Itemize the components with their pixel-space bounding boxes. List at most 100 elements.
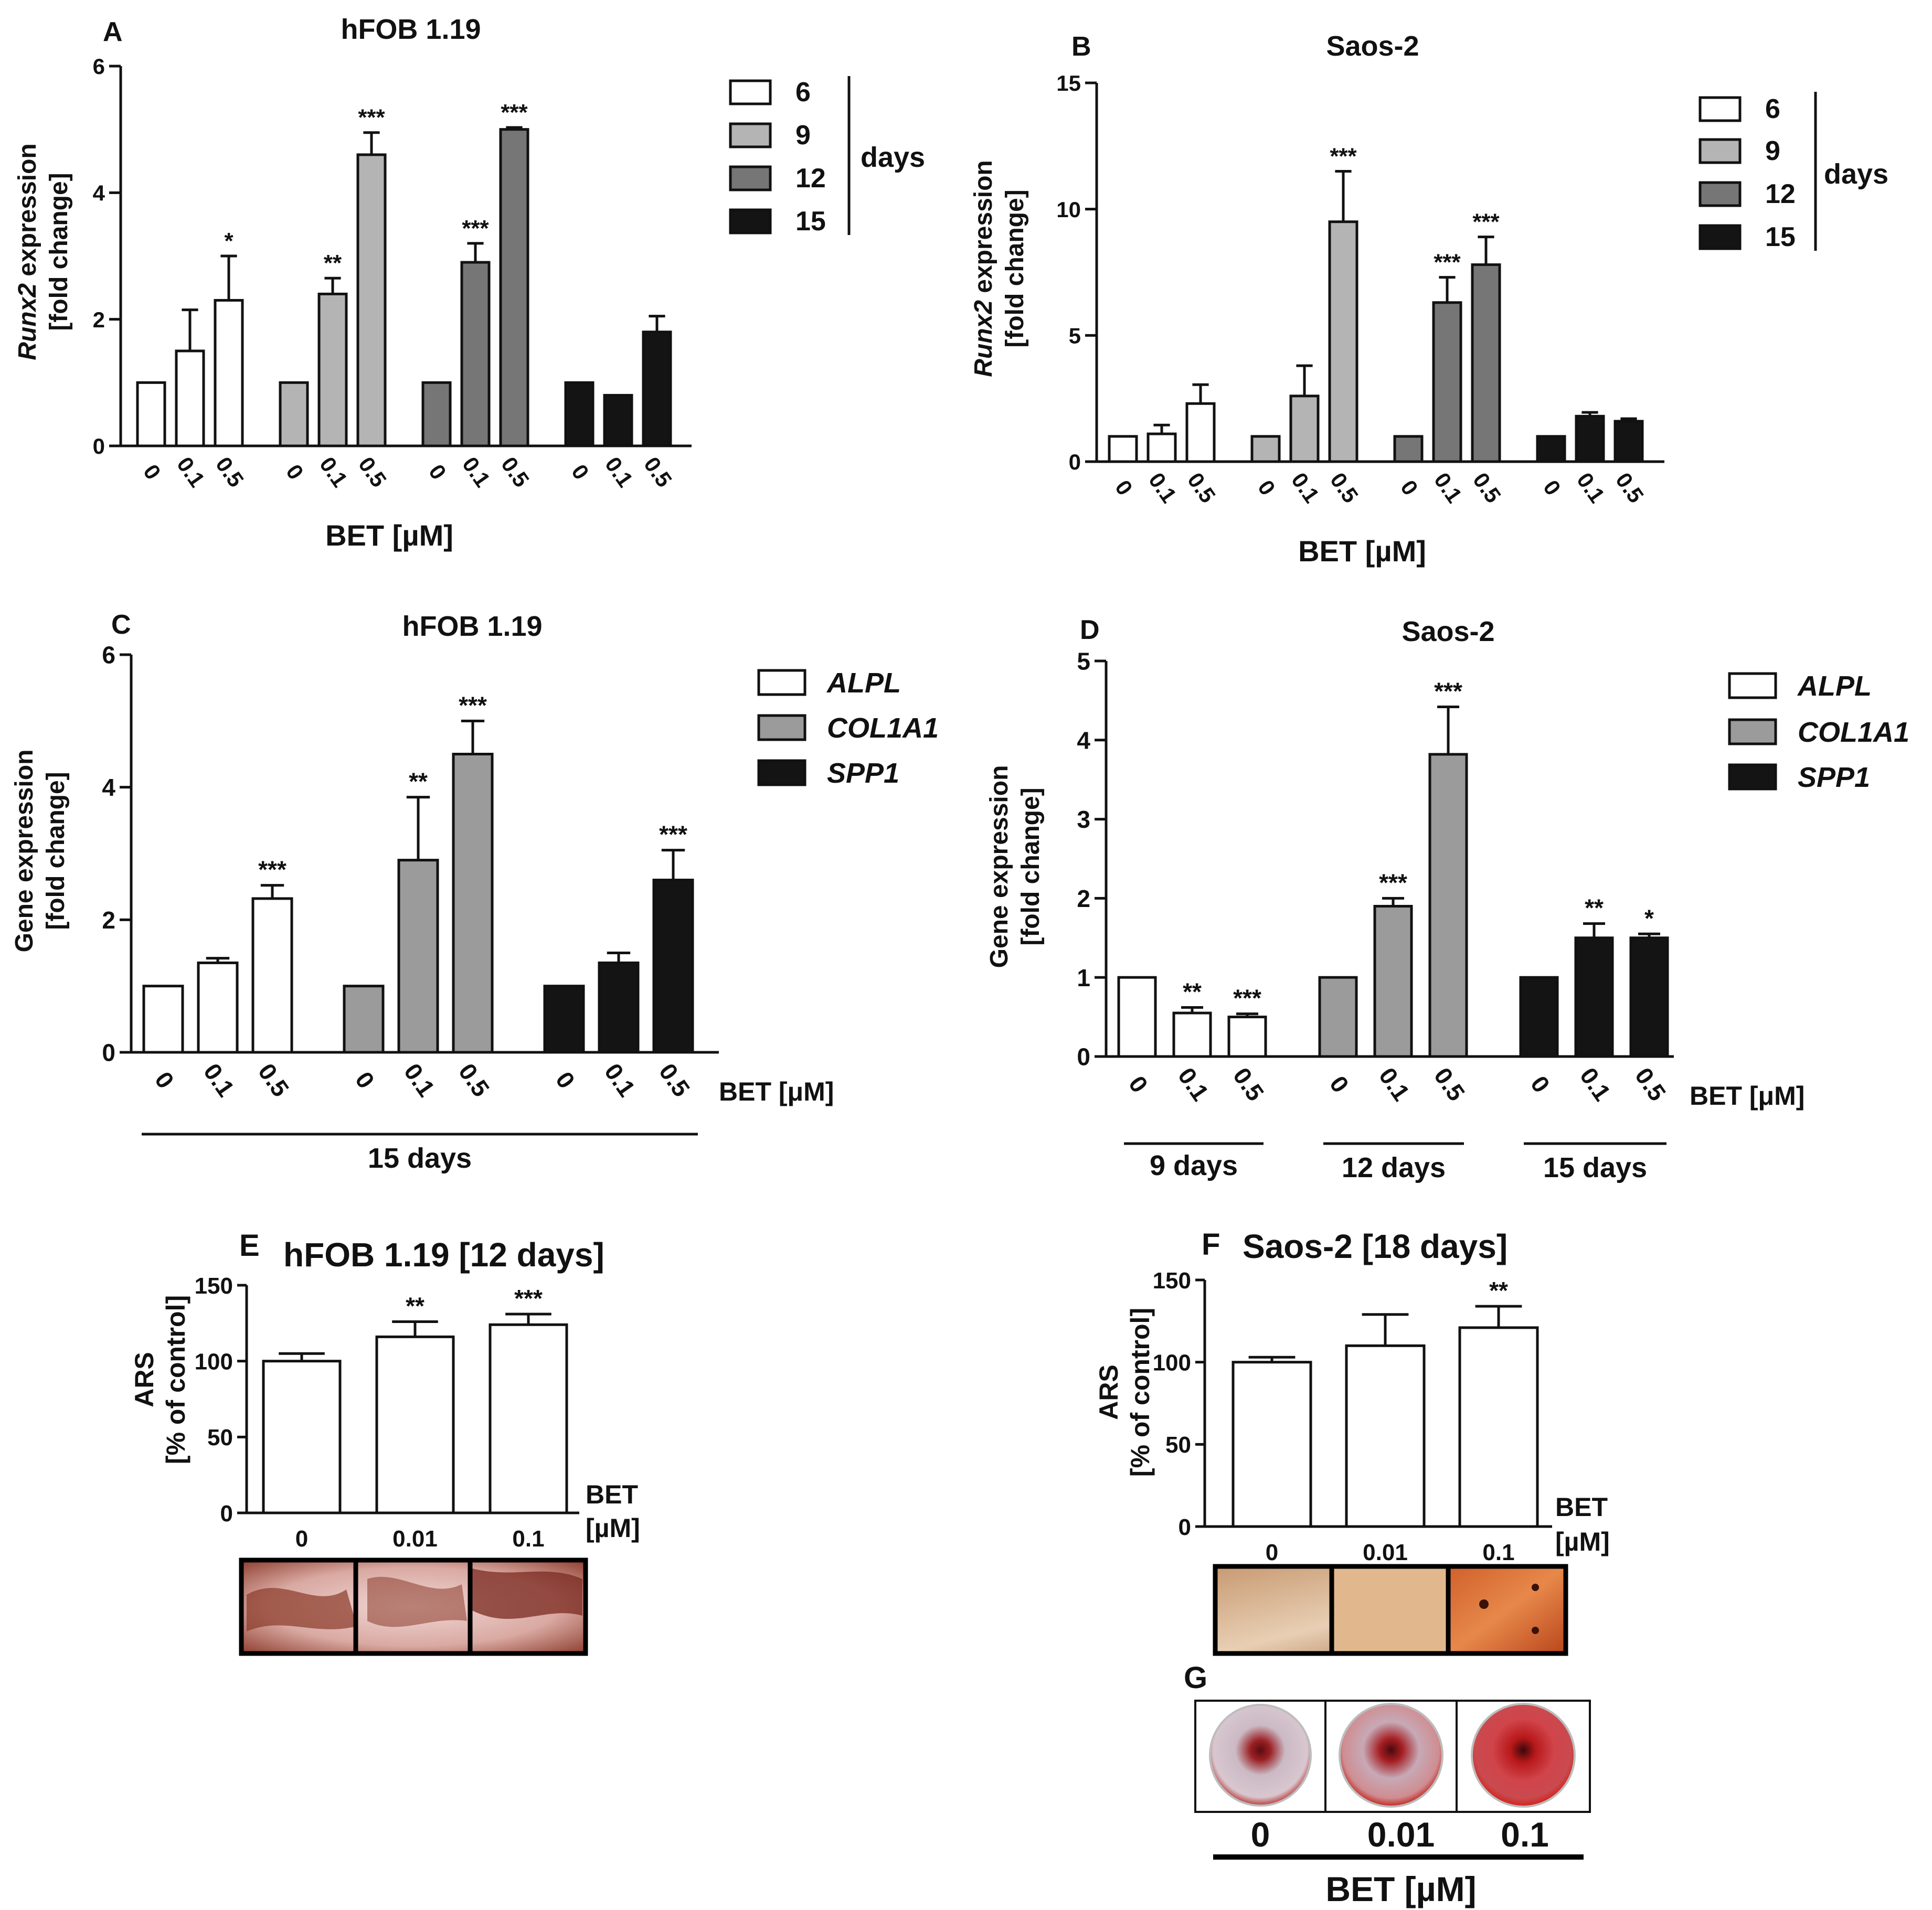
legend-b-label-9: 9 — [1765, 136, 1780, 166]
panel-a-bar-1-1 — [317, 292, 348, 447]
panel-d-bar-1-0 — [1318, 976, 1358, 1058]
panel-b-title: Saos-2 — [1326, 30, 1419, 62]
panel-a-bar-3-1 — [603, 393, 633, 447]
panel-e-bar-0 — [262, 1360, 342, 1514]
panel-g-dose-0-1: 0.1 — [1501, 1815, 1549, 1854]
panel-b-bar-2-2 — [1471, 263, 1501, 463]
panel-d-bar-0-2 — [1227, 1016, 1267, 1058]
panel-e-bar-2-significance: *** — [514, 1285, 543, 1312]
panel-c-bar-2-2 — [652, 879, 694, 1054]
panel-d-bar-1-1-significance: *** — [1379, 869, 1407, 896]
legend-a-swatch-9 — [729, 122, 772, 148]
panel-a-xtick-label: 0.1 — [315, 452, 353, 492]
panel-f-axes: 0 50 100 150 0 0.01 0.1 — [1153, 1268, 1552, 1565]
panel-c-group-brackets: 15 days — [142, 1133, 698, 1174]
panel-a-xtick-label: 0.5 — [211, 452, 249, 492]
panel-a-bar-0-2-significance: * — [224, 228, 233, 254]
panel-f-bar-0 — [1232, 1361, 1312, 1528]
panel-b-bar-1-2-significance: *** — [1330, 143, 1357, 169]
panel-d-ytick-label: 4 — [1077, 727, 1090, 754]
panel-f-xlabel-units: [µM] — [1555, 1527, 1610, 1556]
panel-c-legend: ALPL COL1A1 SPP1 — [757, 667, 939, 789]
panel-e-ytick-label: 0 — [220, 1501, 233, 1527]
legend-c-swatch-col1a1 — [757, 714, 806, 741]
panel-b-xtick-label: 0.5 — [1611, 468, 1649, 507]
panel-d-xtick-label: 0.1 — [1374, 1063, 1415, 1106]
panel-b-bars: *** *** *** — [1108, 143, 1644, 463]
panel-e-title: hFOB 1.19 [12 days] — [283, 1236, 604, 1274]
panel-d-xtick-label: 0 — [1525, 1071, 1555, 1097]
panel-d-group-label-1: 12 days — [1342, 1152, 1446, 1183]
panel-a-xtick-label: 0 — [281, 460, 309, 484]
panel-b-xtick-label: 0.5 — [1325, 468, 1363, 507]
panel-d-xtick-label: 0.5 — [1429, 1063, 1470, 1106]
panel-a-bar-3-0 — [564, 381, 595, 447]
panel-c-ylabel-units: [fold change] — [42, 772, 70, 930]
panel-f-bars: ** — [1232, 1277, 1539, 1528]
panel-d-bar-2-1 — [1574, 936, 1614, 1058]
panel-b-xtick-label: 0 — [1538, 476, 1566, 500]
panel-a-xtick-label: 0.1 — [172, 452, 210, 492]
panel-b-ylabel: Runx2 expression — [970, 160, 997, 377]
panel-c-xtick-label: 0 — [150, 1066, 179, 1093]
panel-b-ytick-label: 15 — [1056, 71, 1081, 95]
panel-c-xtick-label: 0.5 — [253, 1059, 294, 1102]
panel-c-xtick-label: 0.1 — [198, 1059, 240, 1102]
panel-d-ytick-label: 1 — [1077, 964, 1090, 991]
panel-a-bar-1-0 — [279, 381, 309, 447]
panel-d-ylabel: Gene expression — [985, 765, 1013, 968]
panel-b-ytick-label: 10 — [1056, 197, 1081, 222]
panel-f-nodule-2 — [1532, 1584, 1539, 1591]
panel-a-bar-2-2-significance: *** — [501, 100, 528, 125]
panel-e-bar-2 — [489, 1323, 568, 1514]
panel-a-bar-2-1 — [460, 261, 491, 447]
panel-b-bar-1-2 — [1328, 220, 1358, 463]
panel-f-xtick-label: 0.01 — [1363, 1540, 1408, 1565]
panel-b-ylabel-units: [fold change] — [1001, 189, 1029, 347]
panel-b-ylabel-rest: expression — [970, 160, 997, 300]
panel-d-xtick-label: 0 — [1123, 1071, 1153, 1097]
legend-a-label-12: 12 — [795, 163, 826, 194]
panel-e-ytick-label: 100 — [195, 1349, 233, 1375]
panel-c-bar-1-2-significance: *** — [459, 691, 487, 719]
panel-d-bar-2-2-significance: * — [1644, 904, 1654, 932]
legend-b-label-12: 12 — [1765, 179, 1796, 209]
panel-b-xlabel: BET [µM] — [1298, 535, 1426, 568]
panel-g-dose-0: 0 — [1251, 1815, 1270, 1854]
legend-d-label-spp1: SPP1 — [1798, 762, 1870, 793]
panel-c-group-label-0: 15 days — [368, 1143, 472, 1174]
panel-e-photos — [239, 1557, 588, 1656]
panel-b-xtick-label: 0.1 — [1287, 468, 1324, 507]
panel-f-nodule-3 — [1532, 1627, 1539, 1634]
panel-c-xtick-label: 0.5 — [453, 1059, 495, 1102]
panel-d-bars: ** *********** * — [1117, 677, 1669, 1058]
panel-b-xtick-label: 0.1 — [1429, 468, 1467, 507]
panel-a-xtick-label: 0 — [139, 460, 166, 484]
panel-d-group-label-2: 15 days — [1543, 1152, 1647, 1183]
legend-c-swatch-alpl — [757, 669, 806, 696]
panel-a-bar-1-2-significance: *** — [358, 105, 385, 131]
panel-b-ytick-label: 0 — [1069, 450, 1081, 474]
panel-c-xtick-label: 0.1 — [599, 1059, 641, 1102]
legend-a-swatch-15 — [729, 208, 772, 234]
panel-d-bar-1-2-significance: *** — [1434, 677, 1462, 705]
panel-f-ytick-label: 0 — [1179, 1514, 1191, 1540]
legend-a-swatch-6 — [729, 79, 772, 105]
panel-b-xtick-label: 0 — [1253, 476, 1280, 500]
panel-b-bar-2-1-significance: *** — [1434, 250, 1461, 275]
panel-e-ytick-label: 150 — [195, 1273, 233, 1299]
panel-f-ylabel-units: [% of control] — [1126, 1308, 1155, 1477]
panel-b-xtick-label: 0 — [1110, 476, 1138, 500]
panel-g-letter: G — [1184, 1661, 1207, 1695]
panel-g-well-0 — [1209, 1704, 1312, 1807]
panel-e-bar-1 — [375, 1335, 455, 1514]
panel-f-ytick-label: 50 — [1165, 1432, 1191, 1458]
panel-b-bar-2-0 — [1393, 435, 1424, 463]
panel-a-ylabel: Runx2 expression — [14, 143, 41, 360]
panel-e-ylabel: ARS — [130, 1352, 159, 1407]
panel-f-bar-1 — [1345, 1344, 1426, 1528]
panel-b-legend: 6 9 12 15 days — [1699, 92, 1888, 252]
panel-b-chart: B Saos-2 Runx2 expression [fold change] … — [970, 30, 1888, 568]
legend-c-label-col1a1: COL1A1 — [827, 712, 939, 744]
panel-a-bar-0-0 — [136, 381, 166, 447]
